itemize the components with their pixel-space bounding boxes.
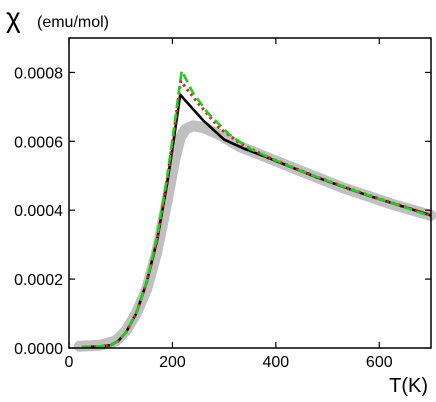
x-tick-label: 600 [366, 354, 393, 371]
series-line-3 [81, 79, 432, 349]
y-axis-ticks: 0.0000 0.0002 0.0004 0.0006 0.0008 [14, 65, 431, 358]
y-axis-title: χ (emu/mol) [6, 2, 109, 33]
y-tick-label: 0.0006 [14, 134, 63, 151]
series-line-1 [73, 120, 436, 352]
y-axis-symbol: χ [6, 2, 21, 33]
y-tick-label: 0.0004 [14, 203, 63, 220]
x-tick-label: 200 [159, 354, 186, 371]
x-tick-label: 400 [263, 354, 290, 371]
x-axis-title: T(K) [389, 375, 428, 397]
y-tick-label: 0.0000 [14, 341, 63, 358]
x-tick-label: 0 [65, 354, 74, 371]
x-axis-ticks: 0 200 400 600 [65, 38, 393, 371]
y-tick-label: 0.0008 [14, 65, 63, 82]
plot-frame [68, 37, 432, 349]
series-line-4 [81, 69, 432, 349]
y-tick-label: 0.0002 [14, 272, 63, 289]
y-axis-unit: (emu/mol) [37, 14, 109, 31]
series-layer [73, 69, 436, 352]
